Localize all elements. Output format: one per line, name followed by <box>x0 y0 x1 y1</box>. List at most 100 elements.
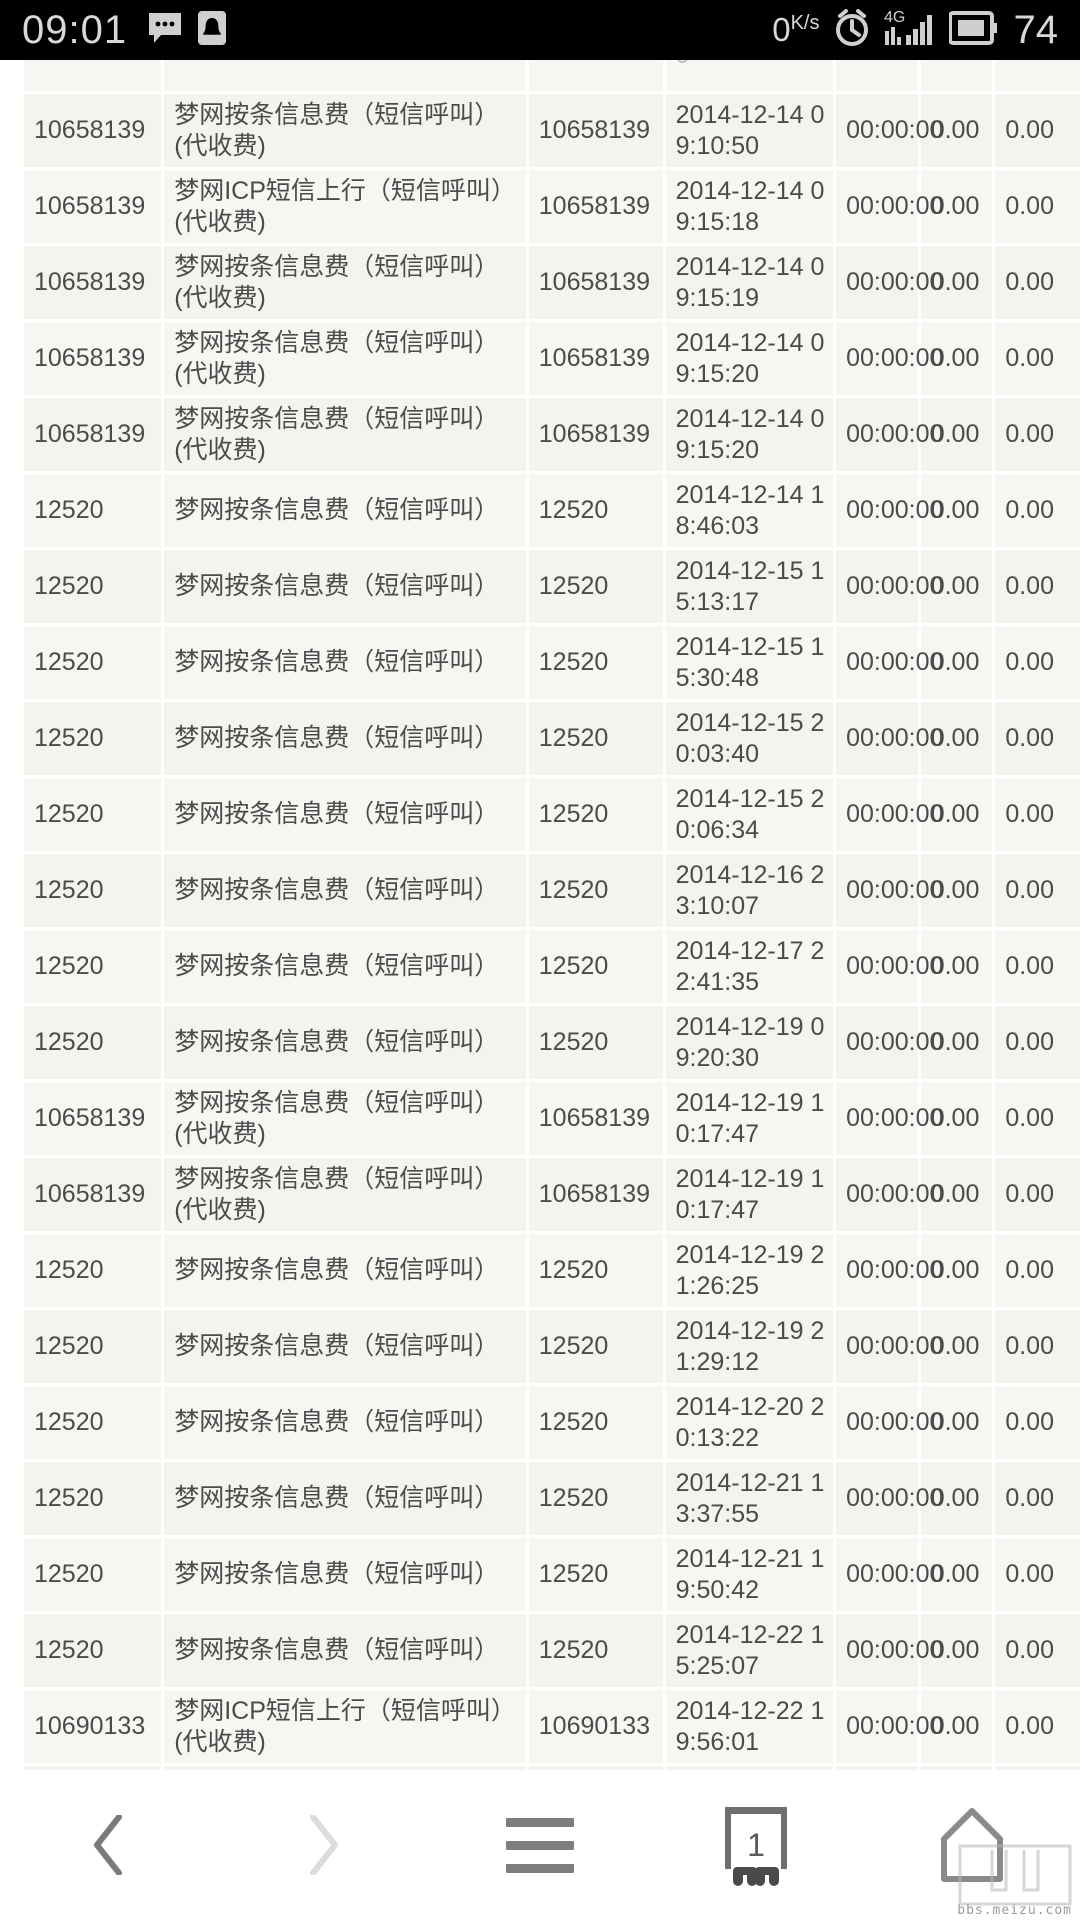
cell-start-time: 2014-12-15 15:13:17 <box>665 550 837 626</box>
cell-service-name: 梦网ICP短信上行（短信呼叫）(代收费) <box>164 1690 529 1766</box>
cell-amount: 0.00 <box>995 1006 1080 1082</box>
svg-text:4G: 4G <box>884 9 905 26</box>
table-row[interactable]: 10658139 梦网按条信息费（短信呼叫）(代收费) 10658139 2014-1… <box>0 322 1080 398</box>
cell-service-code: 12520 <box>0 1614 165 1690</box>
table-row[interactable]: 12520 梦网按条信息费（短信呼叫） 12520 2014-12-19 09:20:… <box>0 1006 1080 1082</box>
cell-service-name: 梦网按条信息费（短信呼叫） <box>164 930 529 1006</box>
call-record-table-scroll[interactable]: 010658139梦网按条信息费（短信呼叫）(代收费)106581392014-… <box>0 60 1080 1770</box>
battery-percent: 74 <box>1013 7 1059 52</box>
table-row[interactable]: 10658139 梦网按条信息费（短信呼叫）(代收费) 10658139 2014-1… <box>0 1158 1080 1234</box>
cell-amount: 0.00 <box>995 94 1080 170</box>
table-row[interactable]: 12520 梦网按条信息费（短信呼叫） 12520 2014-12-19 21:26:… <box>0 1234 1080 1310</box>
table-row[interactable]: 12520 梦网按条信息费（短信呼叫） 12520 2014-12-15 20:03:… <box>0 702 1080 778</box>
home-icon <box>941 1808 1003 1882</box>
table-row[interactable]: 10658139 梦网按条信息费（短信呼叫）(代收费) 10658139 2014-1… <box>0 246 1080 322</box>
table-row[interactable]: 10658139 梦网按条信息费（短信呼叫）(代收费) 10658139 2014-1… <box>0 94 1080 170</box>
cell-peer-number: 10658139 <box>528 246 666 322</box>
tabs-button[interactable]: 1 <box>648 1770 864 1920</box>
cell-peer-number: 12520 <box>528 1006 666 1082</box>
table-row[interactable]: 12520 梦网按条信息费（短信呼叫） 12520 2014-12-17 22:41:… <box>0 930 1080 1006</box>
cell-duration: 00:00:00 <box>836 1006 943 1082</box>
cell-service-code: 10658139 <box>0 398 165 474</box>
4g-signal-icon: 4G <box>884 7 936 54</box>
cell-service-code: 12520 <box>0 1462 165 1538</box>
cell-duration: 00:00:00 <box>836 398 943 474</box>
cell-service-code: 12520 <box>0 1538 165 1614</box>
cell-fee <box>920 60 996 94</box>
cell-service-code: 12520 <box>0 1234 165 1310</box>
cell-peer-number: 10658139 <box>528 1082 666 1158</box>
cell-fee: 0.00 <box>920 1386 996 1462</box>
cell-service-name: 梦网按条信息费（短信呼叫）(代收费) <box>164 398 529 474</box>
table-row[interactable]: 10658139 梦网按条信息费（短信呼叫）(代收费) 10658139 2014-1… <box>0 398 1080 474</box>
cell-service-name: 梦网按条信息费（短信呼叫）(代收费) <box>164 246 529 322</box>
table-row[interactable]: 12520 梦网按条信息费（短信呼叫） 12520 2014-12-20 20:13:… <box>0 1386 1080 1462</box>
home-button[interactable] <box>864 1770 1080 1920</box>
cell-duration: 00:00:00 <box>836 702 943 778</box>
cell-peer-number: 10658139 <box>528 322 666 398</box>
cell-amount: 0.00 <box>995 1234 1080 1310</box>
cell-service-name: 梦网按条信息费（短信呼叫） <box>164 1538 529 1614</box>
cell-service-name: 梦网按条信息费（短信呼叫）(代收费) <box>164 94 529 170</box>
table-row[interactable]: 12520 梦网按条信息费（短信呼叫） 12520 2014-12-15 20:06:… <box>0 778 1080 854</box>
table-row[interactable]: 12520 梦网按条信息费（短信呼叫） 12520 2014-12-21 19:50:… <box>0 1538 1080 1614</box>
cell-start-time: 0 <box>665 60 837 94</box>
cell-amount: 0.00 <box>995 1766 1080 1770</box>
table-row[interactable]: 12520 梦网按条信息费（短信呼叫） 12520 2014-12-21 13:37:… <box>0 1462 1080 1538</box>
table-row[interactable]: 10658139 梦网ICP短信上行（短信呼叫）(代收费) 10658139 2014… <box>0 170 1080 246</box>
cell-service-code: 12520 <box>0 1386 165 1462</box>
table-row[interactable]: 12520 梦网按条信息费（短信呼叫） 12520 2014-12-15 15:30:… <box>0 626 1080 702</box>
cell-duration: 00:00:00 <box>836 778 943 854</box>
cell-amount: 0.00 <box>995 626 1080 702</box>
cell-start-time: 2014-12-15 20:06:34 <box>665 778 837 854</box>
cell-amount: 0.00 <box>995 1614 1080 1690</box>
network-speed: 0K/s <box>772 11 820 48</box>
cell-service-code: 10690133 <box>0 1690 165 1766</box>
cell-peer-number: 12520 <box>528 854 666 930</box>
cell-start-time: 2014-12-22 19:56:01 <box>665 1690 837 1766</box>
cell-fee: 0.00 <box>920 626 996 702</box>
cell-service-code: 12520 <box>0 626 165 702</box>
cell-start-time: 2014-12-14 09:15:20 <box>665 398 837 474</box>
forward-button[interactable] <box>216 1770 432 1920</box>
cell-start-time: 2014-12-14 09:15:20 <box>665 322 837 398</box>
cell-service-name: 梦网按条信息费（短信呼叫） <box>164 1006 529 1082</box>
cell-start-time: 2014-12-14 09:15:18 <box>665 170 837 246</box>
cell-amount: 0.00 <box>995 1310 1080 1386</box>
cell-duration: 00:00:00 <box>836 550 943 626</box>
table-row[interactable]: 10658139 梦网按条信息费（短信呼叫）(代收费) 10658139 2014-1… <box>0 1082 1080 1158</box>
browser-bottom-toolbar: 1 bbs.meizu.com <box>0 1770 1080 1920</box>
cell-service-name: 梦网按条信息费（短信呼叫） <box>164 1766 529 1770</box>
table-row[interactable]: 10690133 梦网ICP短信上行（短信呼叫）(代收费) 10690133 2014… <box>0 1690 1080 1766</box>
table-row[interactable]: 12520 梦网按条信息费（短信呼叫） 12520 2014-12-22 15:25:… <box>0 1614 1080 1690</box>
cell-service-code: 10658139 <box>0 322 165 398</box>
back-button[interactable] <box>0 1770 216 1920</box>
menu-button[interactable] <box>432 1770 648 1920</box>
cell-peer-number: 12520 <box>528 1386 666 1462</box>
cell-amount: 0.00 <box>995 702 1080 778</box>
cell-fee: 0.00 <box>920 474 996 550</box>
cell-service-name: 梦网按条信息费（短信呼叫） <box>164 1614 529 1690</box>
call-record-table: 010658139梦网按条信息费（短信呼叫）(代收费)106581392014-… <box>0 60 1080 1770</box>
cell-duration: 00:00:00 <box>836 1158 943 1234</box>
cell-peer-number: 10658139 <box>528 1158 666 1234</box>
cell-peer-number: 12520 <box>528 1614 666 1690</box>
cell-duration: 00:00:00 <box>836 1690 943 1766</box>
cell-service-name: 梦网按条信息费（短信呼叫） <box>164 550 529 626</box>
chevron-left-icon <box>94 1815 122 1875</box>
cell-peer-number: 10690133 <box>528 1690 666 1766</box>
cell-duration <box>836 60 921 94</box>
table-row[interactable]: 12520 梦网按条信息费（短信呼叫） 12520 2014-12-14 18:46:… <box>0 474 1080 550</box>
table-row[interactable]: 12520 梦网按条信息费（短信呼叫） 12520 2014-12-15 15:13:… <box>0 550 1080 626</box>
table-row[interactable]: 12520 梦网按条信息费（短信呼叫） 12520 2014-12-19 21:29:… <box>0 1310 1080 1386</box>
table-row[interactable]: 0 <box>0 60 1080 94</box>
cell-service-name: 梦网按条信息费（短信呼叫） <box>164 854 529 930</box>
cell-service-code: 12520 <box>0 854 165 930</box>
table-row[interactable]: 12520 梦网按条信息费（短信呼叫） 12520 2014-12-16 23:10:… <box>0 854 1080 930</box>
cell-peer-number: 12520 <box>528 1766 666 1770</box>
cell-start-time: 2014-12-19 10:17:47 <box>665 1158 837 1234</box>
cell-duration: 00:00:00 <box>836 1614 943 1690</box>
meizu-watermark-logo <box>958 1844 1072 1906</box>
cell-amount: 0.00 <box>995 1538 1080 1614</box>
